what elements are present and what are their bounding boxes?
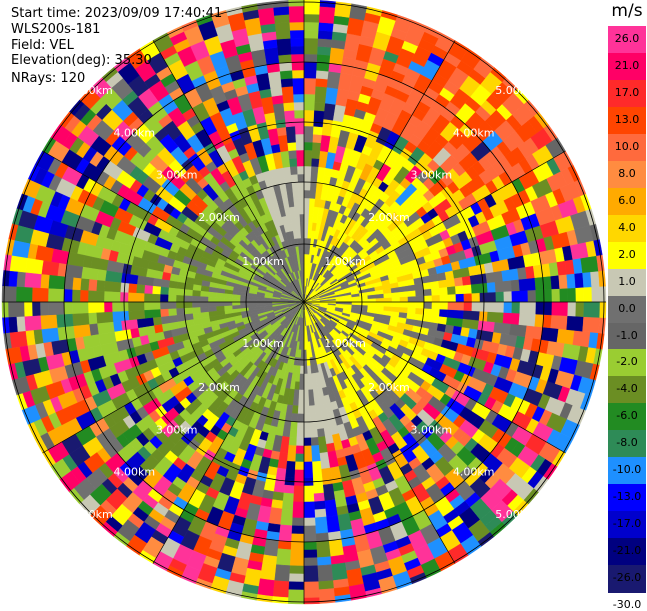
ring-label: 3.00km (411, 423, 453, 436)
colorbar-tick: -4.0 (616, 382, 638, 396)
ring-label: 5.00km (495, 508, 537, 521)
ring-label: 1.00km (242, 337, 284, 350)
colorbar-cell (608, 53, 646, 81)
colorbar-cell (608, 484, 646, 512)
ring-labels: 1.00km 1.00km 1.00km 1.00km 2.00km 2.00km 2.00… (71, 84, 537, 521)
colorbar-tick: -26.0 (612, 571, 642, 584)
ring-label: 4.00km (114, 126, 156, 139)
colorbar-cell (608, 106, 646, 135)
colorbar-cell (608, 538, 646, 566)
colorbar-tick: 13.0 (614, 112, 640, 126)
ring-label: 4.00km (453, 126, 495, 139)
colorbar-tick: -2.0 (616, 355, 638, 369)
ring-label: 5.00km (71, 508, 113, 521)
station-label: WLS200s-181 (11, 22, 101, 37)
colorbar-tick: 17.0 (614, 85, 640, 99)
ring-label: 4.00km (114, 466, 156, 479)
colorbar-tick: 6.0 (618, 193, 636, 207)
ring-label: 1.00km (324, 337, 366, 350)
colorbar-tick: -21.0 (612, 544, 642, 558)
colorbar-tick: -10.0 (612, 463, 642, 477)
colorbar: 26.0 21.0 17.0 13.0 10.0 8.0 6.0 4.0 2.0 1.0 0.0 -1… (608, 26, 646, 611)
nrays-label: NRays: 120 (11, 71, 86, 86)
colorbar-tick: -1.0 (616, 328, 638, 342)
colorbar-tick: -13.0 (612, 490, 642, 504)
ring-label: 2.00km (198, 211, 240, 224)
colorbar-tick: -17.0 (612, 517, 642, 531)
colorbar-tick: -30.0 (612, 598, 642, 611)
colorbar-cell (608, 268, 646, 297)
colorbar-tick: -8.0 (616, 436, 638, 450)
colorbar-tick: 21.0 (614, 59, 640, 72)
ring-label: 4.00km (453, 466, 495, 479)
ring-label: 1.00km (324, 255, 366, 268)
velocity-sectors (1, 0, 607, 605)
colorbar-cell (608, 403, 646, 431)
colorbar-cell (608, 133, 646, 162)
colorbar-cell (608, 322, 646, 350)
colorbar-tick: -6.0 (616, 409, 638, 423)
start-time-label: Start time: 2023/09/09 17:40:41 (11, 6, 223, 21)
ppi-plot: 1.00km 1.00km 1.00km 1.00km 2.00km 2.00km 2.00… (1, 0, 607, 605)
ring-label: 2.00km (198, 381, 240, 394)
ring-label: 2.00km (368, 211, 410, 224)
colorbar-cell (608, 26, 646, 54)
ring-label: 1.00km (242, 255, 284, 268)
colorbar-cell (608, 241, 646, 270)
colorbar-cell (608, 187, 646, 216)
colorbar-tick: 26.0 (614, 32, 640, 45)
ring-label: 5.00km (71, 84, 113, 97)
elevation-label: Elevation(deg): 35.30 (11, 53, 152, 68)
colorbar-cell (608, 349, 646, 377)
colorbar-tick: 1.0 (618, 274, 636, 288)
ring-label: 3.00km (156, 169, 198, 182)
ring-label: 5.00km (495, 84, 537, 97)
colorbar-tick: 8.0 (618, 166, 636, 180)
colorbar-tick: 4.0 (618, 220, 636, 234)
ring-label: 3.00km (411, 169, 453, 182)
ring-label: 3.00km (156, 423, 198, 436)
colorbar-cell (608, 295, 646, 323)
colorbar-cell (608, 565, 646, 593)
colorbar-cell (608, 376, 646, 404)
colorbar-cell (608, 214, 646, 243)
colorbar-unit: m/s (611, 1, 643, 21)
field-label: Field: VEL (11, 38, 74, 53)
colorbar-tick: 2.0 (618, 247, 636, 261)
colorbar-cell (608, 160, 646, 189)
colorbar-cell (608, 430, 646, 458)
colorbar-cell (608, 511, 646, 539)
ring-label: 2.00km (368, 381, 410, 394)
range-rings (2, 0, 606, 604)
colorbar-tick: 0.0 (618, 301, 636, 315)
colorbar-tick: 10.0 (614, 139, 640, 153)
colorbar-cell (608, 79, 646, 108)
colorbar-cell (608, 457, 646, 485)
